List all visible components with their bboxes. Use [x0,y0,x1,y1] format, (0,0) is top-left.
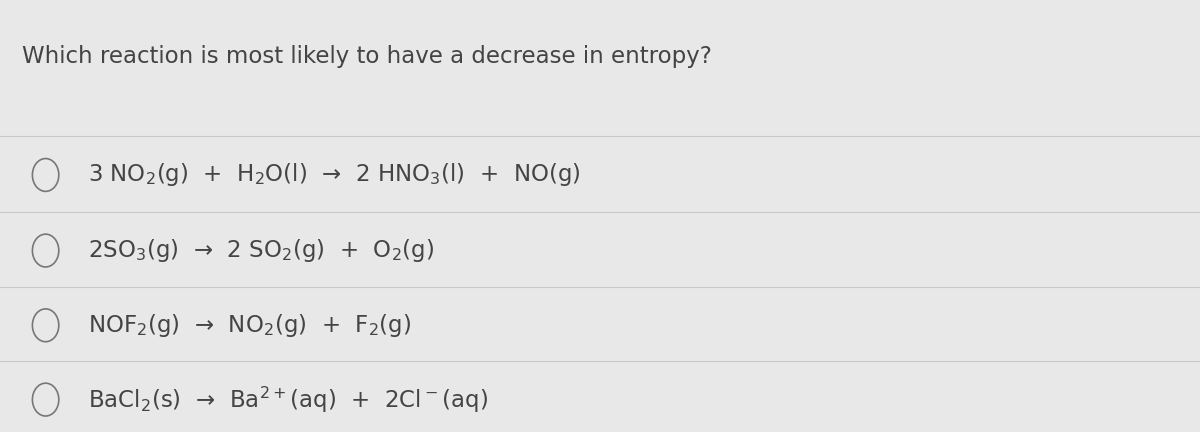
Text: BaCl$_2$(s)  →  Ba$^{2+}$(aq)  +  2Cl$^-$(aq): BaCl$_2$(s) → Ba$^{2+}$(aq) + 2Cl$^-$(aq… [88,384,487,415]
Text: 3 NO$_2$(g)  +  H$_2$O(l)  →  2 HNO$_3$(l)  +  NO(g): 3 NO$_2$(g) + H$_2$O(l) → 2 HNO$_3$(l) +… [88,162,580,188]
Text: NOF$_2$(g)  →  NO$_2$(g)  +  F$_2$(g): NOF$_2$(g) → NO$_2$(g) + F$_2$(g) [88,312,410,339]
Text: Which reaction is most likely to have a decrease in entropy?: Which reaction is most likely to have a … [22,45,712,68]
Text: 2SO$_3$(g)  →  2 SO$_2$(g)  +  O$_2$(g): 2SO$_3$(g) → 2 SO$_2$(g) + O$_2$(g) [88,237,434,264]
